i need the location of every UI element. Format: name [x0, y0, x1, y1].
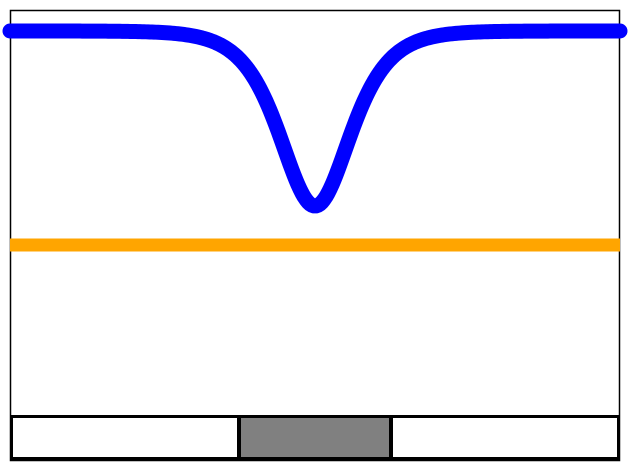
- plot-frame: [9, 9, 621, 462]
- dip-curve: [2, 23, 628, 214]
- bottom-left-block: [10, 415, 240, 460]
- bottom-center-block: [238, 415, 392, 460]
- bottom-right-block: [390, 415, 620, 460]
